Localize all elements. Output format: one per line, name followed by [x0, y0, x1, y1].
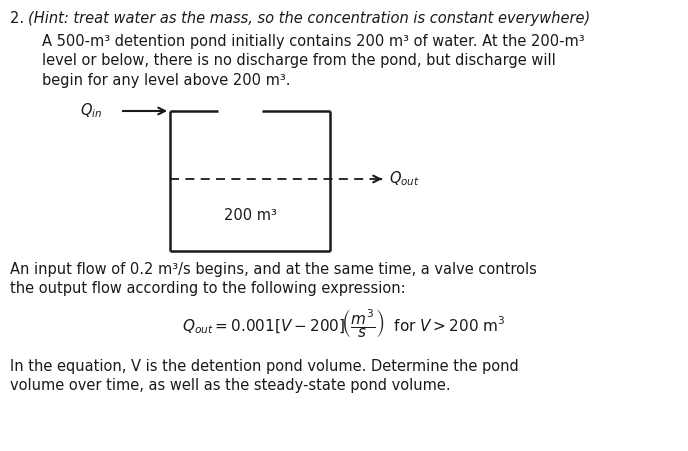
Text: volume over time, as well as the steady-state pond volume.: volume over time, as well as the steady-… [10, 377, 451, 393]
Text: level or below, there is no discharge from the pond, but discharge will: level or below, there is no discharge fr… [42, 53, 556, 69]
Text: An input flow of 0.2 m³/s begins, and at the same time, a valve controls: An input flow of 0.2 m³/s begins, and at… [10, 262, 537, 276]
Text: $Q_{out} = 0.001[V-200]\!\left(\dfrac{m^3}{s}\right)$$\;$ for $V > 200\ \mathrm{: $Q_{out} = 0.001[V-200]\!\left(\dfrac{m^… [182, 307, 506, 340]
Text: $Q_{in}$: $Q_{in}$ [80, 101, 102, 120]
Text: (Hint: treat water as the mass, so the concentration is constant everywhere): (Hint: treat water as the mass, so the c… [28, 11, 590, 26]
Text: begin for any level above 200 m³.: begin for any level above 200 m³. [42, 73, 290, 88]
Text: the output flow according to the following expression:: the output flow according to the followi… [10, 281, 406, 296]
Text: 200 m³: 200 m³ [224, 208, 277, 223]
Text: A 500-m³ detention pond initially contains 200 m³ of water. At the 200-m³: A 500-m³ detention pond initially contai… [42, 34, 585, 49]
Text: 2.: 2. [10, 11, 29, 26]
Text: $Q_{out}$: $Q_{out}$ [389, 169, 420, 188]
Text: In the equation, V is the detention pond volume. Determine the pond: In the equation, V is the detention pond… [10, 358, 519, 373]
